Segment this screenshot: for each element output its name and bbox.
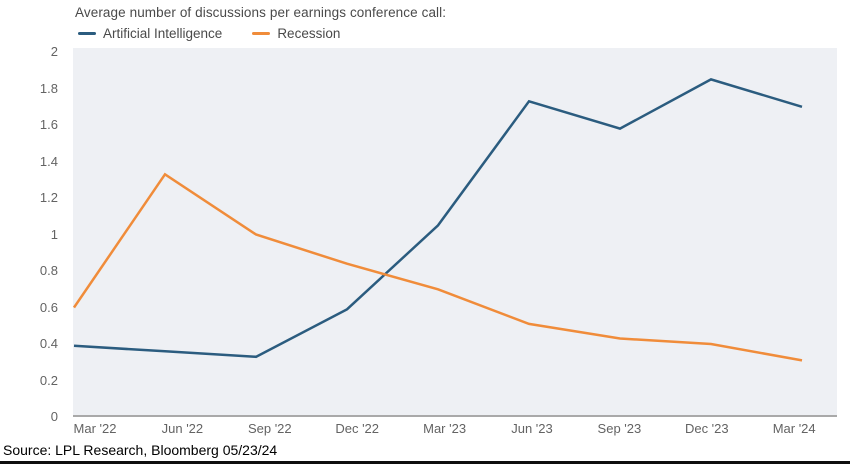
x-tick-label: Sep '22 [247,421,292,436]
y-tick-label: 1 [50,226,58,242]
x-tick-label: Jun '23 [511,421,553,436]
x-tick-label: Sep '23 [597,421,642,436]
plot-area [73,48,837,417]
y-tick-label: 0.2 [39,372,58,388]
y-tick-label: 0.4 [39,336,58,351]
legend: Artificial Intelligence Recession [78,24,340,42]
source-note: Source: LPL Research, Bloomberg 05/23/24 [3,442,278,458]
legend-line-swatch-icon [252,31,271,35]
y-tick-label: 2 [50,44,58,59]
x-tick-label: Dec '22 [335,421,380,436]
line-chart-svg [73,78,803,362]
x-tick-label: Jun '22 [161,421,204,436]
y-tick-label: 1.4 [39,153,58,169]
y-tick-label: 0 [50,409,58,424]
x-tick-label: Mar '23 [423,421,467,436]
legend-label: Recession [277,25,341,41]
legend-label: Artificial Intelligence [103,25,223,41]
x-tick-label: Dec '23 [684,421,729,436]
x-tick-label: Mar '24 [772,421,816,436]
y-tick-label: 1.8 [39,80,58,96]
chart-title: Average number of discussions per earnin… [75,5,447,20]
y-tick-label: 1.2 [39,190,58,205]
series-line-recession [73,172,803,362]
legend-item-recession: Recession [252,26,340,41]
bottom-rule [0,461,850,464]
y-tick-label: 1.6 [39,117,58,132]
series-line-artificial-intelligence [73,78,803,359]
y-tick-label: 0.6 [39,299,58,315]
legend-line-swatch-icon [78,31,96,35]
legend-item-artificial-intelligence: Artificial Intelligence [78,26,222,41]
x-tick-label: Mar '22 [73,421,117,436]
y-axis: 0 0.2 0.4 0.6 0.8 1 1.2 1.4 1.6 1.8 2 [0,44,58,424]
x-axis: Mar '22 Jun '22 Sep '22 Dec '22 Mar '23 Jun '… [73,421,837,439]
y-tick-label: 0.8 [39,263,58,278]
